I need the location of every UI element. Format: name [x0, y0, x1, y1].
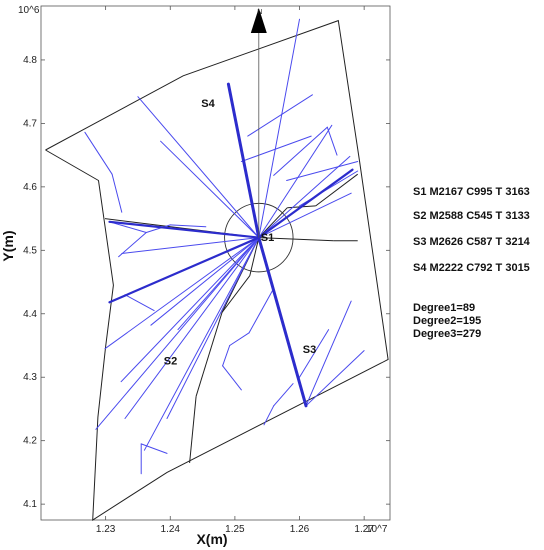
- y-axis-title: Y(m): [0, 230, 16, 261]
- series-line-branches: [145, 224, 171, 233]
- x-axis-title: X(m): [196, 531, 227, 547]
- x-tick-label: 1.27: [354, 524, 374, 535]
- district-line: [221, 275, 251, 313]
- series-line-branches: [248, 287, 275, 334]
- degree-line-2: Degree2=195: [413, 315, 482, 327]
- x-tick-label: 1.24: [161, 524, 181, 535]
- y-axis-exponent: 10^6: [18, 5, 40, 16]
- series-line-branches: [229, 332, 250, 346]
- y-tick-label: 4.2: [23, 436, 37, 447]
- plot-layer: 1.23 1.24 1.25 1.26 1.27 4.1 4.2 4.3 4.4 4.5 4.6 4.…: [23, 5, 391, 535]
- north-arrow-icon: [250, 8, 267, 33]
- y-tick-label: 4.7: [23, 118, 37, 129]
- y-exponent-text: 10^6: [18, 5, 40, 16]
- district-line: [249, 237, 260, 276]
- series-line-branches: [124, 237, 260, 419]
- info-line-s3: S3 M2626 C587 T 3214: [413, 236, 530, 248]
- series-line-branches: [104, 237, 260, 350]
- series-line-branches: [286, 161, 359, 181]
- plot-frame: [40, 5, 391, 521]
- series-line-branches: [120, 237, 260, 383]
- annotation-s2: S2: [164, 356, 177, 368]
- y-tick-label: 4.3: [23, 372, 37, 383]
- series-line-branches: [160, 140, 260, 239]
- series-line-branches: [140, 443, 168, 454]
- series-line-branches: [305, 300, 352, 407]
- series-line-branches: [166, 237, 260, 419]
- y-tick-label: 4.4: [23, 309, 37, 320]
- x-tick-label: 1.25: [225, 524, 245, 535]
- north-label: N: [257, 9, 262, 16]
- series-line-branches: [222, 365, 242, 391]
- series-line-branches: [95, 237, 260, 430]
- series-line-branches: [247, 94, 313, 137]
- district-line: [258, 237, 334, 242]
- series-line-branches: [263, 405, 275, 426]
- series-line-s2: [108, 236, 260, 304]
- series-line-branches: [124, 294, 155, 312]
- series-line-branches: [326, 126, 338, 156]
- series-line-branches: [240, 135, 312, 162]
- series-line-branches: [111, 173, 123, 213]
- district-line: [189, 396, 197, 463]
- degree-line-1: Degree1=89: [413, 302, 476, 314]
- x-axis-exponent: 10^7: [366, 524, 388, 535]
- x-tick-label: 1.26: [290, 524, 310, 535]
- y-tick-label: 4.6: [23, 182, 37, 193]
- series-line-branches: [143, 237, 260, 451]
- degree-line-3: Degree3=279: [413, 328, 482, 340]
- series-line-branches: [222, 345, 231, 367]
- district-line: [315, 173, 359, 207]
- series-line-branches: [118, 232, 147, 258]
- series-line-branches: [258, 155, 351, 239]
- series-line-branches: [137, 96, 260, 239]
- info-line-s1: S1 M2167 C995 T 3163: [413, 186, 530, 198]
- series-line-s2: [108, 220, 260, 239]
- series-line-branches: [299, 329, 330, 378]
- series-line-branches: [169, 224, 207, 228]
- series-line-branches: [305, 350, 365, 407]
- y-tick-label: 4.8: [23, 55, 37, 66]
- info-line-s2: S2 M2588 C545 T 3133: [413, 210, 530, 222]
- y-tick-label: 4.5: [23, 245, 37, 256]
- series-line-branches: [273, 126, 328, 176]
- series-line-branches: [258, 18, 300, 239]
- series-line-branches: [150, 237, 260, 326]
- x-exponent-text: 10^7: [366, 524, 388, 535]
- annotation-s1: S1: [261, 232, 274, 244]
- info-line-s4: S4 M2222 C792 T 3015: [413, 262, 530, 274]
- series-line-branches: [258, 124, 333, 239]
- series-line-branches: [109, 221, 147, 233]
- series-line-branches: [258, 192, 352, 239]
- series-line-s1: [226, 82, 261, 240]
- annotation-s4: S4: [201, 98, 215, 110]
- series-line-s4: [257, 168, 354, 239]
- x-tick-label: 1.23: [96, 524, 116, 535]
- series-line-branches: [84, 131, 113, 175]
- series-line-s3: [257, 236, 308, 408]
- annotation-s3: S3: [303, 344, 316, 356]
- district-boundary: [45, 19, 389, 521]
- series-line-branches: [273, 383, 294, 407]
- series-line-branches: [121, 237, 260, 254]
- y-tick-label: 4.1: [23, 499, 37, 510]
- district-line: [195, 312, 223, 397]
